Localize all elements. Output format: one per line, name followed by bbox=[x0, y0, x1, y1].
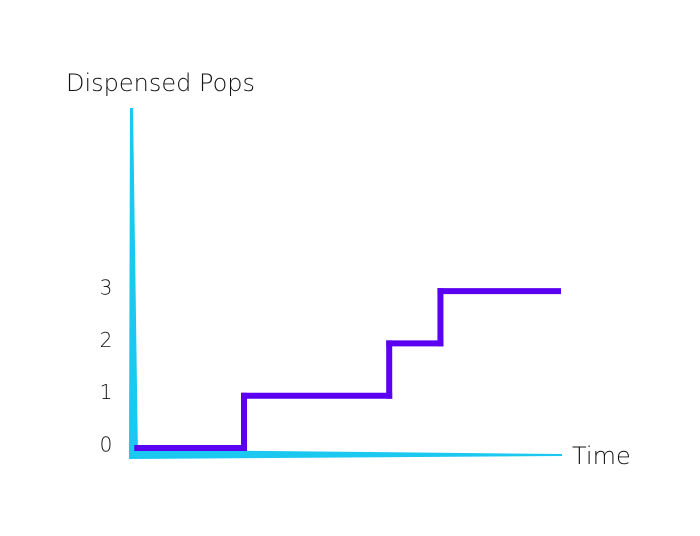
y-tick-label: 3 bbox=[100, 276, 113, 300]
y-axis bbox=[129, 108, 138, 458]
y-tick-label: 1 bbox=[100, 380, 113, 404]
x-axis bbox=[129, 450, 562, 459]
y-tick-label: 0 bbox=[100, 433, 113, 457]
x-axis-label: Time bbox=[572, 442, 631, 470]
y-axis-label: Dispensed Pops bbox=[66, 69, 255, 97]
y-tick-label: 2 bbox=[100, 328, 113, 352]
